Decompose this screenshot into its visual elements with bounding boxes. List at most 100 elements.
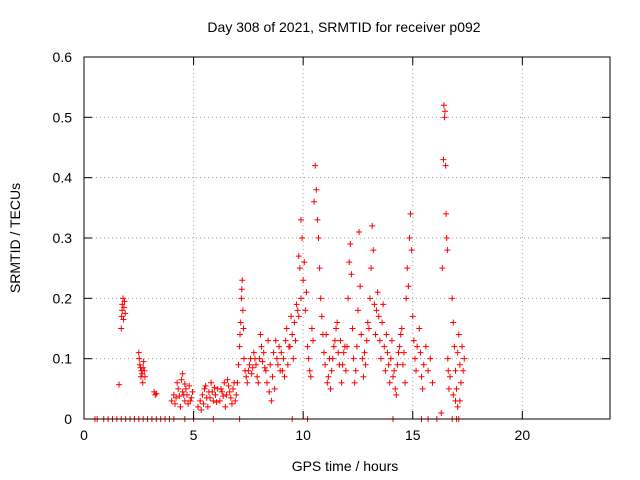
data-point [256, 355, 263, 362]
data-point [336, 361, 343, 368]
data-point [120, 295, 127, 302]
data-point [284, 361, 291, 368]
data-point [377, 355, 384, 362]
data-point [212, 391, 219, 398]
data-point [220, 393, 227, 400]
y-tick-label: 0.3 [53, 230, 73, 246]
data-point [121, 298, 128, 305]
data-point [344, 343, 350, 350]
data-point [216, 397, 223, 404]
data-point [294, 307, 301, 314]
data-point [371, 301, 378, 308]
data-point [304, 343, 311, 350]
data-point [386, 379, 393, 386]
y-tick-label: 0.6 [53, 49, 73, 65]
data-point [153, 390, 160, 397]
data-point [318, 313, 325, 320]
data-point [405, 283, 412, 290]
data-point [188, 394, 195, 401]
data-point [313, 186, 320, 193]
data-point [425, 367, 432, 374]
data-point [257, 331, 264, 338]
data-point [328, 367, 335, 374]
data-point [380, 301, 387, 308]
data-point [373, 307, 380, 314]
data-point [445, 367, 452, 374]
data-point [356, 228, 363, 235]
data-point [297, 295, 304, 302]
data-point [255, 379, 262, 386]
data-point [208, 379, 215, 386]
data-point [299, 235, 306, 241]
data-point [370, 247, 377, 254]
data-point [221, 379, 228, 386]
data-point [136, 361, 143, 368]
data-point [360, 373, 367, 380]
data-point [225, 382, 232, 389]
data-point [293, 301, 300, 308]
data-point [456, 361, 463, 368]
y-tick-label: 0.1 [53, 351, 73, 367]
data-point [269, 373, 276, 380]
data-point [280, 355, 287, 362]
data-point [210, 397, 217, 404]
data-point [136, 355, 143, 362]
data-point [376, 337, 383, 344]
data-point [310, 337, 317, 344]
data-point [447, 373, 454, 380]
data-point [441, 114, 448, 121]
data-point [330, 343, 337, 350]
data-point [118, 325, 125, 332]
data-point [135, 349, 142, 356]
data-point [329, 355, 336, 362]
data-point [390, 373, 397, 380]
data-point [387, 355, 394, 362]
data-point [239, 307, 246, 314]
data-point [283, 325, 290, 332]
y-tick-label: 0.5 [53, 109, 73, 125]
y-tick-label: 0.4 [53, 170, 73, 186]
data-point [116, 381, 123, 388]
data-point [281, 373, 288, 380]
data-point [367, 295, 374, 302]
data-point [308, 325, 315, 332]
data-point [270, 349, 277, 356]
data-point [333, 325, 340, 332]
data-point [302, 307, 309, 314]
data-point [439, 265, 446, 272]
data-point [354, 307, 361, 314]
data-point [245, 367, 252, 374]
data-point [456, 397, 463, 404]
plot-frame [83, 56, 611, 420]
data-point [359, 355, 366, 362]
data-point [266, 388, 273, 395]
data-point [348, 271, 355, 278]
data-point [324, 379, 331, 386]
axes-layer: 0 0.1 0.2 0.3 0.4 0.5 0.6 0 5 10 15 20 [53, 49, 611, 443]
data-point [253, 361, 260, 368]
data-point [178, 376, 185, 383]
data-point [238, 295, 245, 302]
data-point [182, 385, 189, 392]
data-point [141, 373, 148, 380]
data-point [258, 343, 265, 350]
data-point [300, 277, 307, 284]
data-point [173, 394, 180, 401]
data-point [118, 313, 125, 320]
data-point [264, 379, 271, 386]
data-point [246, 361, 253, 368]
data-point [416, 325, 423, 332]
data-point [369, 222, 376, 229]
points-layer [91, 102, 468, 422]
data-point [342, 367, 349, 374]
data-point [262, 367, 269, 374]
data-point [209, 388, 216, 395]
data-point [204, 403, 211, 410]
data-point [316, 265, 323, 272]
data-point [350, 355, 357, 362]
data-point [228, 400, 235, 407]
data-point [187, 397, 194, 404]
data-point [276, 343, 283, 350]
data-point [285, 343, 292, 350]
